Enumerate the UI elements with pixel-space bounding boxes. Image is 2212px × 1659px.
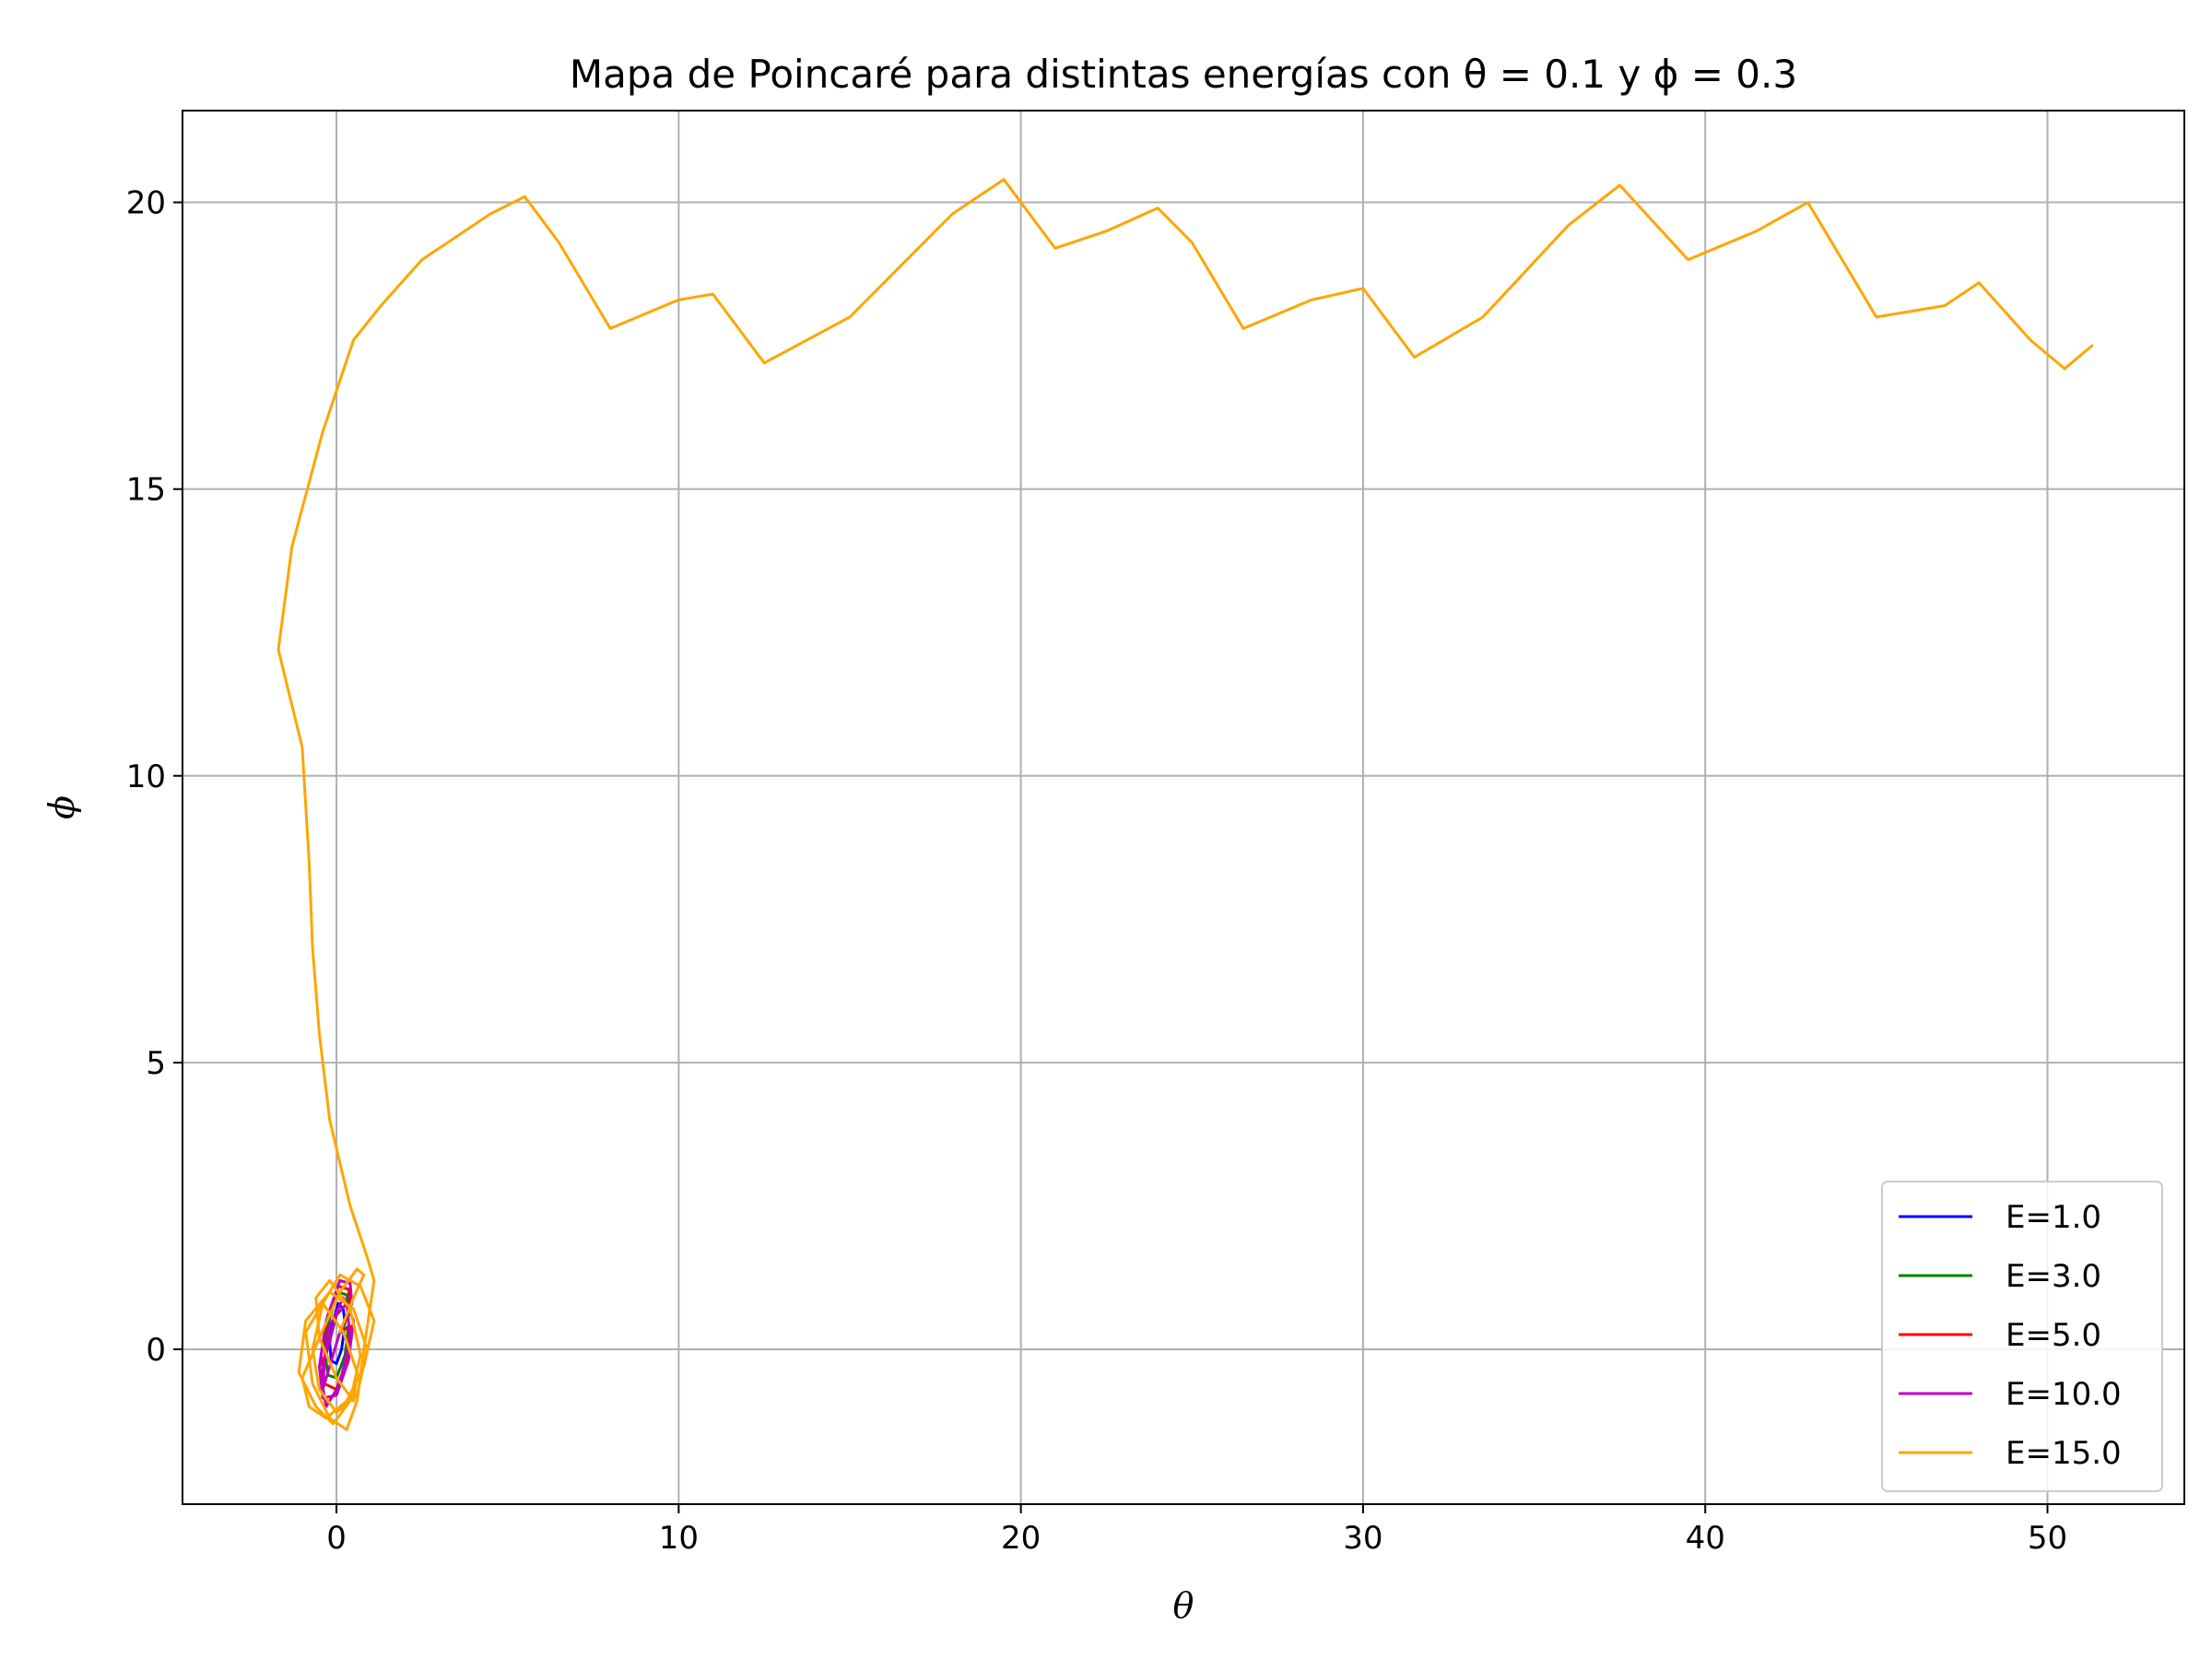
plot-frame	[182, 110, 2185, 1505]
x-tick-label: 10	[659, 1520, 699, 1557]
y-axis-label: ϕ	[41, 795, 82, 819]
y-tick-label: 5	[146, 1045, 166, 1082]
x-tick-label: 20	[1001, 1520, 1041, 1557]
x-tick-label: 30	[1343, 1520, 1382, 1557]
series-group	[276, 178, 2094, 1431]
legend-entry: E=1.0	[2006, 1199, 2101, 1236]
legend-entry: E=10.0	[2006, 1376, 2122, 1413]
y-tick-label: 15	[126, 472, 166, 509]
x-tick-label: 40	[1686, 1520, 1725, 1557]
y-tick-label: 10	[126, 759, 166, 795]
legend-entry: E=5.0	[2006, 1317, 2101, 1354]
y-tick-label: 20	[126, 185, 166, 222]
x-tick-label: 50	[2028, 1520, 2067, 1557]
legend-entry: E=3.0	[2006, 1258, 2101, 1295]
ticks: 0 10 20 30 40 50 0 5 10 15 20	[126, 185, 2067, 1557]
y-tick-label: 0	[146, 1332, 166, 1369]
chart-title: Mapa de Poincaré para distintas energías…	[570, 52, 1797, 97]
legend-frame	[1881, 1181, 2163, 1492]
x-axis-label: θ	[1173, 1585, 1194, 1626]
series-line-4	[276, 178, 2094, 1431]
legend-entry: E=15.0	[2006, 1435, 2122, 1472]
legend: E=1.0 E=3.0 E=5.0 E=10.0 E=15.0	[1881, 1181, 2163, 1492]
x-tick-label: 0	[326, 1520, 347, 1557]
